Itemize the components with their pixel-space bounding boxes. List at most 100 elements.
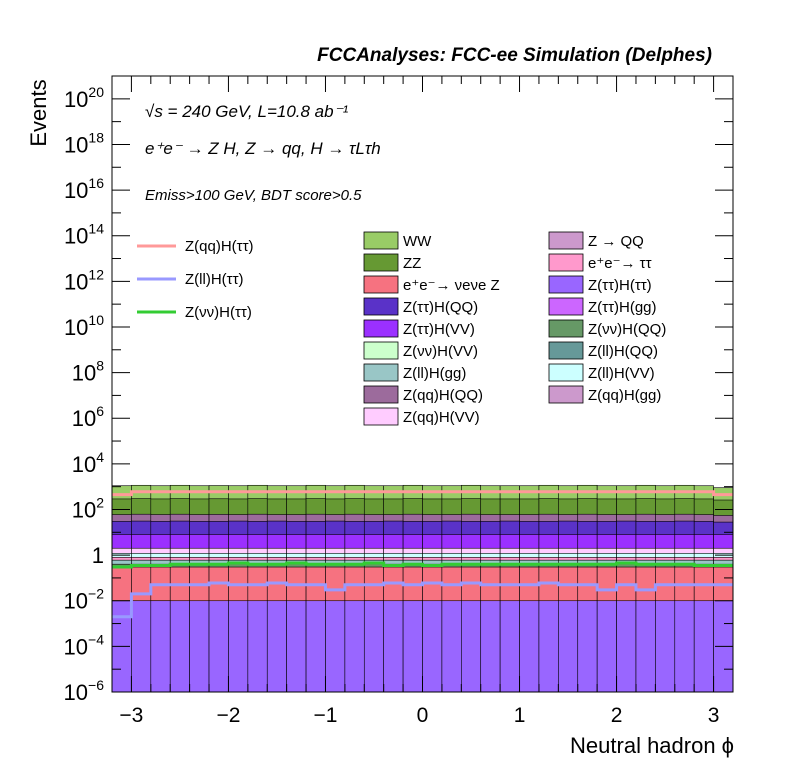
bar-z-tautau-h-tautau: [461, 600, 482, 693]
annotation-process: e⁺e⁻ → Z H, Z → qq, H → τLτh: [145, 139, 381, 158]
bar-z-tautau-h-tautau: [558, 600, 579, 693]
bar-z-tautau-h-tautau: [596, 600, 617, 693]
annotation-selection: Emiss>100 GeV, BDT score>0.5: [145, 187, 362, 204]
x-tick-label: 0: [417, 704, 429, 727]
bar-z-tautau-h-tautau: [480, 600, 501, 693]
bar-z-tautau-h-tautau: [189, 600, 210, 693]
legend-label-z-nunu-h-tautau: Z(νν)H(ττ): [185, 304, 252, 321]
bar-z-tautau-h-tautau: [441, 600, 462, 693]
y-tick-label: 102: [72, 494, 104, 522]
legend-label-z-tautau-h-vv: Z(ττ)H(VV): [403, 321, 475, 338]
legend-label-z-tautau-h-gg: Z(ττ)H(gg): [588, 299, 657, 316]
legend-swatch-z-qq-h-vv: [363, 407, 399, 426]
bar-z-tautau-h-tautau: [655, 600, 676, 693]
signal-lines: [112, 490, 733, 619]
legend-label-zz: ZZ: [403, 255, 421, 272]
legend-label-z-tautau-h-qq: Z(ττ)H(QQ): [403, 299, 478, 316]
y-tick-label: 10−2: [64, 586, 105, 614]
legend-swatch-z-nunu-h-qq: [548, 319, 584, 338]
bar-z-tautau-h-tautau: [344, 600, 365, 693]
annotation-energy: √s = 240 GeV, L=10.8 ab⁻¹: [145, 102, 349, 121]
chart-title: FCCAnalyses: FCC-ee Simulation (Delphes): [317, 45, 712, 66]
stack-z-tautau-h-tautau: [111, 600, 734, 693]
legend-label-z-nunu-h-vv: Z(νν)H(VV): [403, 343, 478, 360]
bar-z-tautau-h-tautau: [325, 600, 346, 693]
bar-z-tautau-h-tautau: [538, 600, 559, 693]
bar-z-tautau-h-tautau: [363, 600, 384, 693]
legend-swatch-z-nunu-h-vv: [363, 341, 399, 360]
legend-swatch-z-qq-h-gg: [548, 385, 584, 404]
bar-z-tautau-h-tautau: [402, 600, 423, 693]
x-tick-label: −3: [119, 704, 143, 727]
legend-swatch-zz: [363, 253, 399, 272]
y-axis-label: Events: [26, 79, 51, 146]
legend-swatch-z-ll-h-qq: [548, 341, 584, 360]
legend-label-z-nunu-h-qq: Z(νν)H(QQ): [588, 321, 666, 338]
x-tick-label: 1: [514, 704, 526, 727]
bar-z-tautau-h-tautau: [616, 600, 637, 693]
bar-z-tautau-h-tautau: [131, 600, 152, 693]
bar-z-tautau-h-tautau: [228, 600, 249, 693]
y-tick-label: 1010: [64, 312, 104, 340]
x-tick-label: 3: [708, 704, 720, 727]
stacked-histograms: [111, 484, 734, 693]
legend-label-z-ll-h-gg: Z(ll)H(gg): [403, 365, 466, 382]
y-tick-label: 1012: [64, 266, 104, 294]
y-tick-label: 104: [72, 449, 104, 477]
bar-z-tautau-h-tautau: [635, 600, 656, 693]
bar-z-tautau-h-tautau: [383, 600, 404, 693]
bar-z-tautau-h-tautau: [577, 600, 598, 693]
legend-label-z-ll-h-vv: Z(ll)H(VV): [588, 365, 655, 382]
bar-z-tautau-h-tautau: [286, 600, 307, 693]
bar-z-tautau-h-tautau: [693, 600, 714, 693]
legend-label-z-qq-h-tautau: Z(qq)H(ττ): [185, 238, 254, 255]
bar-z-tautau-h-tautau: [150, 600, 171, 693]
legend-swatch-z-tautau-h-qq: [363, 297, 399, 316]
bar-z-tautau-h-tautau: [305, 600, 326, 693]
bar-z-tautau-h-tautau: [422, 600, 443, 693]
bar-z-tautau-h-tautau: [266, 600, 287, 693]
bar-z-tautau-h-tautau: [499, 600, 520, 693]
legend-swatch-z-ll-h-gg: [363, 363, 399, 382]
y-tick-label: 108: [72, 358, 104, 386]
y-tick-label: 1018: [64, 129, 104, 157]
y-tick-label: 10−6: [64, 677, 105, 705]
legend-label-e-e-tautau: e⁺e⁻→ ττ: [588, 255, 652, 272]
legend-swatch-z-tautau-h-gg: [548, 297, 584, 316]
x-tick-label: −1: [313, 704, 337, 727]
legend-label-z-qq: Z → QQ: [588, 233, 644, 250]
line-z-nunu-h-tautau: [112, 561, 733, 569]
x-axis-ticks: −3 −2 −1 0 1 2 3: [111, 76, 734, 727]
line-z-qq-h-tautau: [112, 490, 733, 497]
legend-label-z-ll-h-qq: Z(ll)H(QQ): [588, 343, 658, 360]
legend-label-z-qq-h-vv: Z(qq)H(VV): [403, 409, 480, 426]
y-tick-label: 10−4: [64, 631, 105, 659]
line-z-ll-h-tautau: [112, 581, 733, 619]
y-tick-label: 1016: [64, 175, 104, 203]
legend: Z(qq)H(ττ) Z(ll)H(ττ) Z(νν)H(ττ) WW ZZ e⁺e⁻→ …: [137, 231, 666, 426]
bar-z-tautau-h-tautau: [674, 600, 695, 693]
legend-label-z-qq-h-gg: Z(qq)H(gg): [588, 387, 661, 404]
legend-label-e-e-nuenue-z: e⁺e⁻→ νeνe Z: [403, 277, 500, 294]
bar-z-tautau-h-tautau: [247, 600, 268, 693]
bar-z-tautau-h-tautau: [519, 600, 540, 693]
legend-label-z-tautau-h-tautau: Z(ττ)H(ττ): [588, 277, 652, 294]
legend-label-z-qq-h-qq: Z(qq)H(QQ): [403, 387, 483, 404]
legend-swatch-z-ll-h-vv: [548, 363, 584, 382]
y-tick-label: 1: [92, 543, 104, 568]
legend-label-z-ll-h-tautau: Z(ll)H(ττ): [185, 271, 244, 288]
y-axis-ticks: 10−6 10−4 10−2 1 102 104 106 108 1010 1012 1014 101…: [64, 75, 733, 705]
x-axis-label: Neutral hadron ϕ: [570, 733, 734, 758]
y-tick-label: 1014: [64, 221, 104, 249]
bar-z-tautau-h-tautau: [208, 600, 229, 693]
x-tick-label: 2: [611, 704, 623, 727]
legend-swatch-ww: [363, 231, 399, 250]
legend-label-ww: WW: [403, 233, 432, 250]
legend-swatch-e-e-nuenue-z: [363, 275, 399, 294]
legend-swatch-z-qq: [548, 231, 584, 250]
legend-swatch-z-qq-h-qq: [363, 385, 399, 404]
legend-swatch-z-tautau-h-vv: [363, 319, 399, 338]
bar-z-tautau-h-tautau: [169, 600, 190, 693]
x-tick-label: −2: [216, 704, 240, 727]
